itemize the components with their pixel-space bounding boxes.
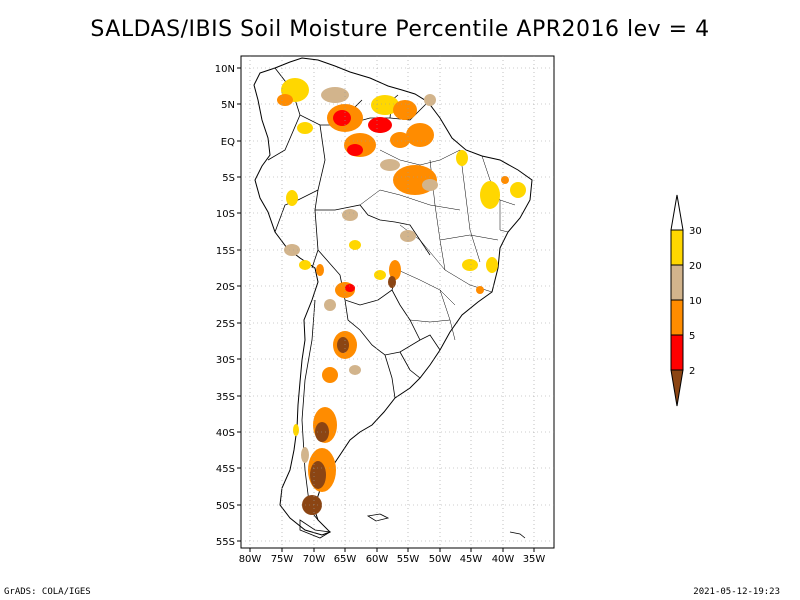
lat-tick-label: 20S [216, 282, 235, 293]
legend-label: 5 [689, 331, 695, 342]
map-title: SALDAS/IBIS Soil Moisture Percentile APR… [90, 17, 710, 42]
lat-tick-label: 35S [216, 392, 235, 403]
legend-label: 20 [689, 261, 702, 272]
graticule [241, 56, 554, 548]
color-legend: 30 20 10 5 2 [670, 194, 702, 407]
lat-tick-label: 55S [216, 537, 235, 548]
lon-tick-label: 35W [523, 554, 546, 565]
lat-tick-label: 5N [221, 100, 235, 111]
lon-tick-label: 50W [429, 554, 452, 565]
lat-tick-label: 15S [216, 246, 235, 257]
lat-tick-label: 5S [222, 173, 235, 184]
footer-credit: GrADS: COLA/IGES [4, 587, 91, 597]
legend-label: 30 [689, 226, 702, 237]
south-georgia [509, 531, 526, 539]
lat-tick-label: EQ [221, 137, 235, 148]
legend-label: 10 [689, 296, 702, 307]
lon-tick-label: 60W [366, 554, 389, 565]
lon-tick-label: 45W [460, 554, 483, 565]
lat-tick-label: 10N [215, 64, 235, 75]
legend-swatch-20-30 [670, 229, 684, 266]
lat-tick-label: 30S [216, 355, 235, 366]
legend-top-arrow [670, 194, 684, 231]
lon-tick-label: 75W [271, 554, 294, 565]
lat-tick-label: 40S [216, 428, 235, 439]
lon-tick-label: 65W [334, 554, 357, 565]
axis-ticks [237, 67, 535, 552]
lat-tick-label: 10S [216, 209, 235, 220]
lat-tick-label: 45S [216, 464, 235, 475]
lon-tick-label: 40W [492, 554, 515, 565]
lat-tick-labels: 10N 5N EQ 5S 10S 15S 20S 25S 30S 35S 40S… [215, 64, 235, 548]
lat-tick-label: 50S [216, 501, 235, 512]
tierra-del-fuego [299, 519, 332, 539]
legend-swatch-10-20 [670, 264, 684, 301]
percentile-patches [277, 78, 526, 515]
legend-swatch-5-10 [670, 299, 684, 336]
lon-tick-label: 70W [303, 554, 326, 565]
lat-tick-label: 25S [216, 319, 235, 330]
lon-tick-label: 55W [397, 554, 420, 565]
footer-timestamp: 2021-05-12-19:23 [693, 587, 780, 597]
legend-label: 2 [689, 366, 695, 377]
falkland-islands [366, 513, 390, 522]
legend-bottom-arrow [670, 369, 684, 407]
lon-tick-labels: 80W 75W 70W 65W 60W 55W 50W 45W 40W 35W [239, 554, 546, 565]
legend-swatch-2-5 [670, 334, 684, 371]
lon-tick-label: 80W [239, 554, 262, 565]
